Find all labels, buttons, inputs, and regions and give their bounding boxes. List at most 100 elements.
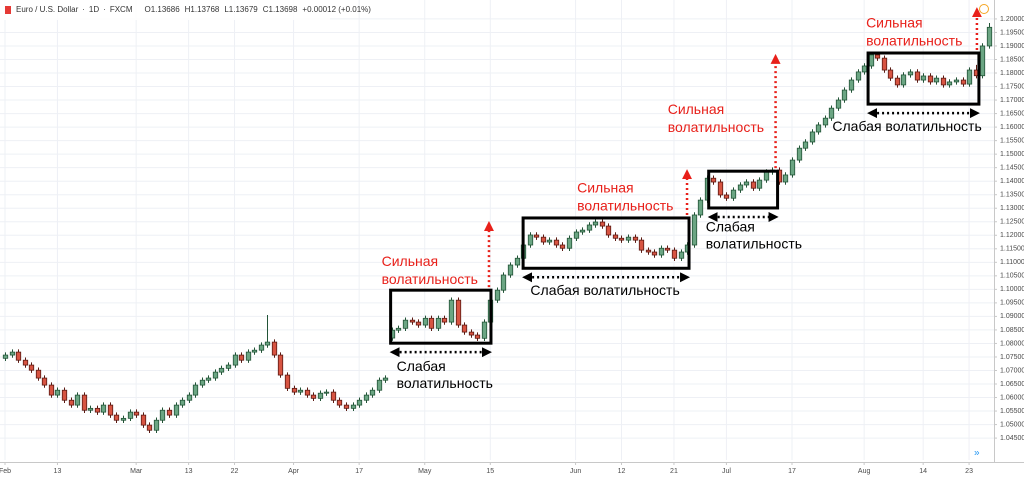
- candle-body: [979, 45, 986, 77]
- candle-body: [9, 351, 16, 356]
- candle-body: [120, 417, 127, 421]
- candle-body: [435, 317, 442, 329]
- alert-icon[interactable]: [979, 4, 989, 14]
- candle-body: [153, 419, 160, 431]
- candle-body: [822, 117, 829, 126]
- strong-volatility-label: волатильность: [577, 198, 673, 214]
- range-box: [866, 51, 981, 106]
- candle-body: [291, 387, 298, 393]
- candle-body: [802, 141, 809, 149]
- candle-body: [953, 79, 960, 83]
- candle-body: [277, 354, 284, 376]
- candle-body: [415, 321, 422, 326]
- candle-body: [835, 99, 842, 109]
- y-tick-label: 1.14500: [1000, 165, 1024, 172]
- candle-body: [304, 389, 311, 396]
- candle-body: [474, 334, 481, 339]
- scroll-button[interactable]: »: [974, 448, 980, 459]
- candle-body: [212, 371, 219, 379]
- candle-body: [907, 71, 914, 76]
- x-tick-label: Apr: [288, 468, 300, 475]
- candle-body: [533, 234, 540, 238]
- weak-volatility-label: волатильность: [397, 375, 493, 391]
- candle-body: [710, 177, 717, 183]
- range-box: [707, 169, 780, 210]
- candle-body: [914, 71, 921, 81]
- candle-body: [127, 411, 134, 419]
- ohlc-low: L1.13679: [224, 5, 258, 14]
- candle-body: [664, 247, 671, 251]
- candle-body: [323, 391, 330, 394]
- ohlc-high: H1.13768: [185, 5, 220, 14]
- candle-body: [402, 319, 409, 329]
- candle-body: [632, 236, 639, 241]
- y-tick-label: 1.16500: [1000, 110, 1024, 117]
- x-tick-label: 21: [670, 468, 678, 475]
- candle-body: [920, 75, 927, 81]
- y-tick-label: 1.09500: [1000, 300, 1024, 307]
- y-tick-label: 1.06000: [1000, 394, 1024, 401]
- candle-body: [166, 409, 173, 416]
- candle-body: [697, 199, 704, 216]
- candle-body: [586, 224, 593, 231]
- y-tick-label: 1.04500: [1000, 435, 1024, 442]
- candle-body: [264, 341, 271, 346]
- y-tick-label: 1.12500: [1000, 219, 1024, 226]
- candle-body: [356, 399, 363, 406]
- weak-volatility-label: Слабая: [397, 358, 446, 374]
- y-tick-label: 1.10000: [1000, 286, 1024, 293]
- candle-body: [35, 369, 42, 379]
- candle-body: [199, 379, 206, 386]
- candle-body: [717, 181, 724, 196]
- x-tick-label: Jun: [570, 468, 581, 475]
- y-tick-label: 1.15000: [1000, 151, 1024, 158]
- x-tick-label: 23: [965, 468, 973, 475]
- symbol[interactable]: Euro / U.S. Dollar: [16, 5, 79, 14]
- y-tick-label: 1.05500: [1000, 408, 1024, 415]
- candle-body: [310, 394, 317, 399]
- candle-body: [743, 181, 750, 186]
- candle-body: [94, 407, 101, 413]
- ohlc-close: C1.13698: [263, 5, 298, 14]
- y-tick-label: 1.08500: [1000, 327, 1024, 334]
- candle-body: [350, 404, 357, 409]
- candle-body: [592, 221, 599, 226]
- y-tick-label: 1.20000: [1000, 16, 1024, 23]
- strong-volatility-label: волатильность: [382, 271, 478, 287]
- strong-volatility-label: Сильная: [382, 253, 439, 269]
- y-tick-label: 1.07000: [1000, 367, 1024, 374]
- candle-body: [658, 247, 665, 256]
- symbol-icon[interactable]: [5, 6, 11, 14]
- candle-body: [881, 57, 888, 71]
- candle-body: [74, 394, 81, 406]
- x-tick-label: 14: [919, 468, 927, 475]
- candle-body: [343, 404, 350, 409]
- candle-body: [855, 71, 862, 81]
- candle-body: [146, 424, 153, 431]
- candle-body: [133, 411, 140, 416]
- header: Euro / U.S. Dollar · 1D · FXCM O1.13686 H1.137…: [16, 5, 371, 14]
- candle-body: [107, 404, 114, 416]
- candle-body: [960, 79, 967, 85]
- candle-body: [428, 317, 435, 329]
- source[interactable]: FXCM: [110, 5, 133, 14]
- x-tick-label: 13: [185, 468, 193, 475]
- y-tick-label: 1.15500: [1000, 137, 1024, 144]
- x-tick-label: 22: [231, 468, 239, 475]
- candle-body: [540, 236, 547, 243]
- candle-body: [756, 179, 763, 189]
- x-tick-label: Jul: [722, 468, 731, 475]
- interval[interactable]: 1D: [89, 5, 99, 14]
- candle-body: [422, 317, 429, 326]
- candle-body: [468, 331, 475, 336]
- candle-body: [815, 124, 822, 133]
- candle-body: [809, 131, 816, 143]
- y-tick-label: 1.09000: [1000, 313, 1024, 320]
- candle-body: [527, 234, 534, 246]
- candle-body: [782, 174, 789, 183]
- y-tick-label: 1.08000: [1000, 340, 1024, 347]
- range-box: [389, 288, 493, 345]
- candle-body: [369, 389, 376, 396]
- candle-body: [494, 289, 501, 301]
